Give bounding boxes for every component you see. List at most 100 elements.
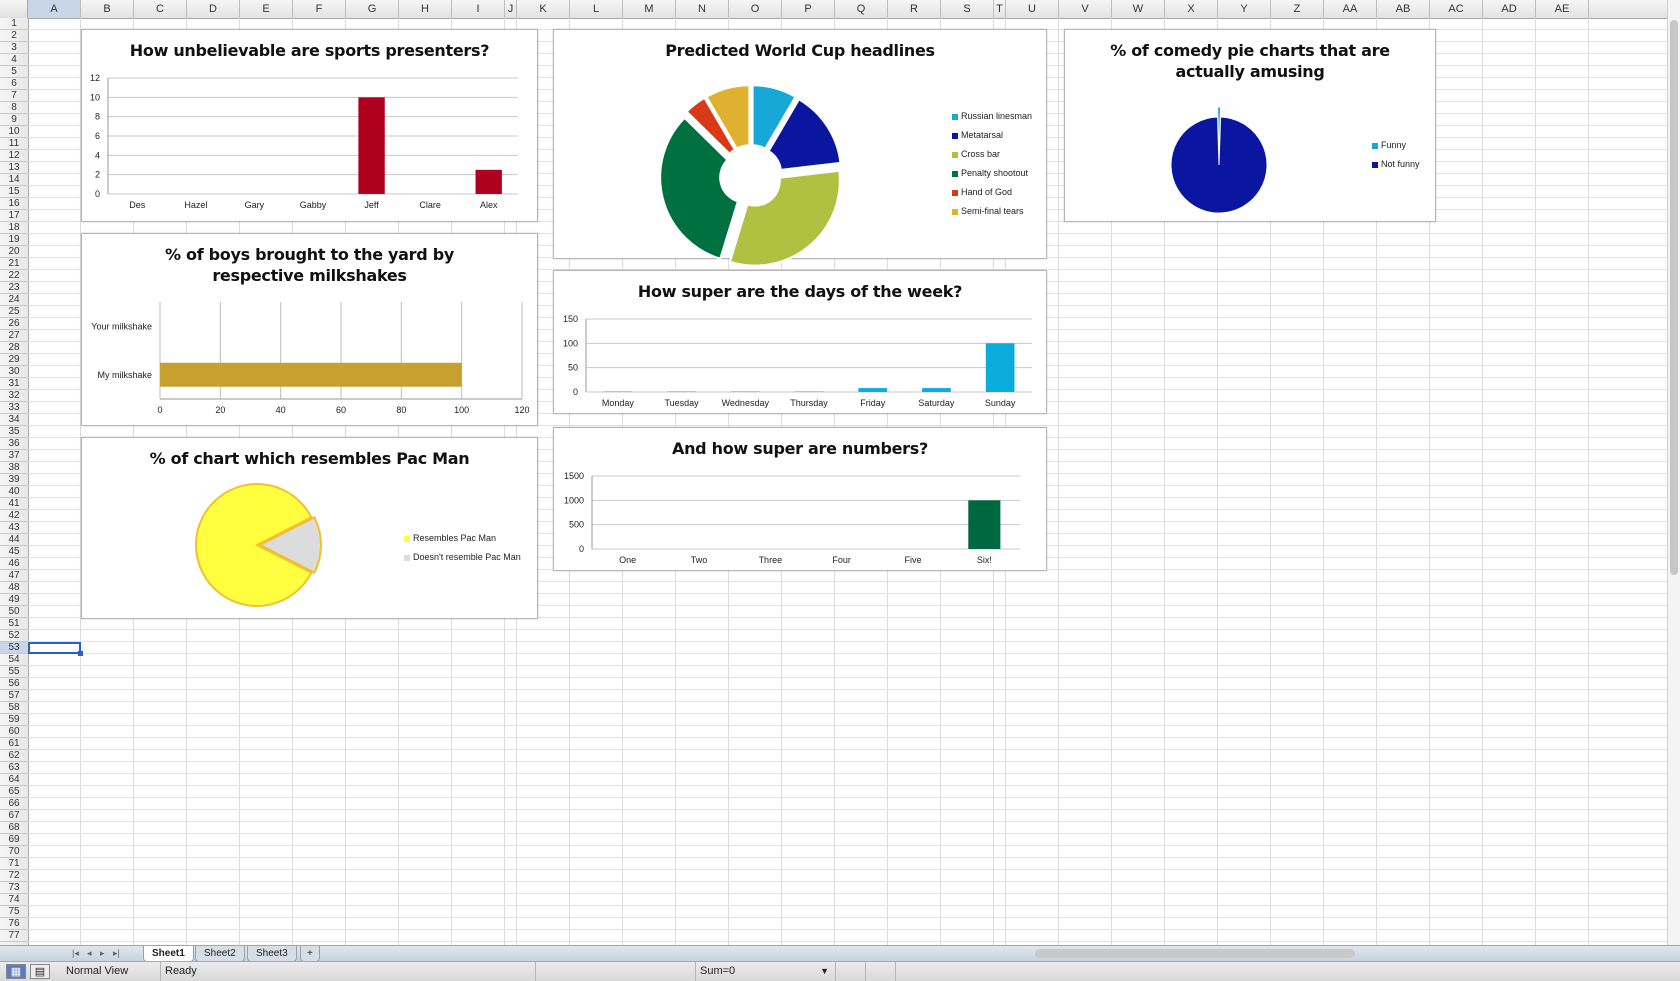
tab-sheet1[interactable]: Sheet1	[143, 946, 194, 962]
row-header-41[interactable]: 41	[0, 498, 28, 510]
row-header-48[interactable]: 48	[0, 582, 28, 594]
column-header-f[interactable]: F	[293, 0, 346, 18]
row-header-15[interactable]: 15	[0, 186, 28, 198]
column-header-h[interactable]: H	[399, 0, 452, 18]
row-header-36[interactable]: 36	[0, 438, 28, 450]
chevron-down-icon[interactable]: ▼	[820, 962, 829, 981]
row-header-23[interactable]: 23	[0, 282, 28, 294]
row-header-28[interactable]: 28	[0, 342, 28, 354]
row-header-66[interactable]: 66	[0, 798, 28, 810]
row-header-49[interactable]: 49	[0, 594, 28, 606]
row-header-32[interactable]: 32	[0, 390, 28, 402]
horizontal-scroll-thumb[interactable]	[1035, 949, 1355, 958]
column-header-y[interactable]: Y	[1218, 0, 1271, 18]
row-header-9[interactable]: 9	[0, 114, 28, 126]
row-header-44[interactable]: 44	[0, 534, 28, 546]
add-sheet-button[interactable]: +	[300, 946, 320, 962]
next-sheet-icon[interactable]: ▸	[100, 948, 105, 959]
row-header-33[interactable]: 33	[0, 402, 28, 414]
row-header-30[interactable]: 30	[0, 366, 28, 378]
row-header-24[interactable]: 24	[0, 294, 28, 306]
row-header-62[interactable]: 62	[0, 750, 28, 762]
column-header-u[interactable]: U	[1006, 0, 1059, 18]
row-header-25[interactable]: 25	[0, 306, 28, 318]
column-header-k[interactable]: K	[517, 0, 570, 18]
row-header-3[interactable]: 3	[0, 42, 28, 54]
row-header-47[interactable]: 47	[0, 570, 28, 582]
chart-pac-man[interactable]: % of chart which resembles Pac Man Resem…	[81, 437, 538, 619]
column-header-i[interactable]: I	[452, 0, 505, 18]
row-header-22[interactable]: 22	[0, 270, 28, 282]
column-header-ae[interactable]: AE	[1536, 0, 1589, 18]
column-header-z[interactable]: Z	[1271, 0, 1324, 18]
row-header-77[interactable]: 77	[0, 930, 28, 942]
row-header-55[interactable]: 55	[0, 666, 28, 678]
row-header-54[interactable]: 54	[0, 654, 28, 666]
row-header-18[interactable]: 18	[0, 222, 28, 234]
tab-sheet2[interactable]: Sheet2	[195, 946, 245, 962]
row-header-67[interactable]: 67	[0, 810, 28, 822]
row-header-39[interactable]: 39	[0, 474, 28, 486]
row-header-27[interactable]: 27	[0, 330, 28, 342]
column-header-ab[interactable]: AB	[1377, 0, 1430, 18]
tab-sheet3[interactable]: Sheet3	[247, 946, 297, 962]
row-header-31[interactable]: 31	[0, 378, 28, 390]
row-header-56[interactable]: 56	[0, 678, 28, 690]
row-header-63[interactable]: 63	[0, 762, 28, 774]
row-header-42[interactable]: 42	[0, 510, 28, 522]
row-header-16[interactable]: 16	[0, 198, 28, 210]
chart-milkshakes[interactable]: % of boys brought to the yard by respect…	[81, 233, 538, 426]
row-header-45[interactable]: 45	[0, 546, 28, 558]
column-header-l[interactable]: L	[570, 0, 623, 18]
row-header-43[interactable]: 43	[0, 522, 28, 534]
row-header-35[interactable]: 35	[0, 426, 28, 438]
row-header-73[interactable]: 73	[0, 882, 28, 894]
column-header-g[interactable]: G	[346, 0, 399, 18]
row-header-29[interactable]: 29	[0, 354, 28, 366]
vertical-scrollbar[interactable]	[1667, 0, 1680, 945]
row-header-2[interactable]: 2	[0, 30, 28, 42]
column-header-d[interactable]: D	[187, 0, 240, 18]
row-header-59[interactable]: 59	[0, 714, 28, 726]
row-header-12[interactable]: 12	[0, 150, 28, 162]
row-header-5[interactable]: 5	[0, 66, 28, 78]
last-sheet-icon[interactable]: ▸|	[113, 948, 120, 959]
row-header-60[interactable]: 60	[0, 726, 28, 738]
row-header-34[interactable]: 34	[0, 414, 28, 426]
column-header-w[interactable]: W	[1112, 0, 1165, 18]
row-header-10[interactable]: 10	[0, 126, 28, 138]
row-header-17[interactable]: 17	[0, 210, 28, 222]
row-header-4[interactable]: 4	[0, 54, 28, 66]
row-header-52[interactable]: 52	[0, 630, 28, 642]
row-header-7[interactable]: 7	[0, 90, 28, 102]
row-header-68[interactable]: 68	[0, 822, 28, 834]
grid-view-icon[interactable]: ▦	[6, 964, 26, 979]
column-header-e[interactable]: E	[240, 0, 293, 18]
row-header-71[interactable]: 71	[0, 858, 28, 870]
row-header-1[interactable]: 1	[0, 18, 28, 30]
row-header-13[interactable]: 13	[0, 162, 28, 174]
row-header-20[interactable]: 20	[0, 246, 28, 258]
row-header-57[interactable]: 57	[0, 690, 28, 702]
column-header-p[interactable]: P	[782, 0, 835, 18]
selected-cell[interactable]	[28, 642, 81, 654]
vertical-scroll-thumb[interactable]	[1670, 20, 1678, 575]
column-header-s[interactable]: S	[941, 0, 994, 18]
chart-sports-presenters[interactable]: How unbelievable are sports presenters? …	[81, 29, 538, 222]
row-header-61[interactable]: 61	[0, 738, 28, 750]
sum-readout[interactable]: Sum=0 ▼	[696, 962, 836, 981]
column-header-x[interactable]: X	[1165, 0, 1218, 18]
column-header-r[interactable]: R	[888, 0, 941, 18]
row-header-38[interactable]: 38	[0, 462, 28, 474]
row-header-21[interactable]: 21	[0, 258, 28, 270]
first-sheet-icon[interactable]: |◂	[72, 948, 79, 959]
row-header-76[interactable]: 76	[0, 918, 28, 930]
row-header-6[interactable]: 6	[0, 78, 28, 90]
column-header-j[interactable]: J	[505, 0, 517, 18]
column-header-v[interactable]: V	[1059, 0, 1112, 18]
column-header-m[interactable]: M	[623, 0, 676, 18]
row-header-46[interactable]: 46	[0, 558, 28, 570]
row-header-65[interactable]: 65	[0, 786, 28, 798]
column-header-b[interactable]: B	[81, 0, 134, 18]
column-header-ad[interactable]: AD	[1483, 0, 1536, 18]
